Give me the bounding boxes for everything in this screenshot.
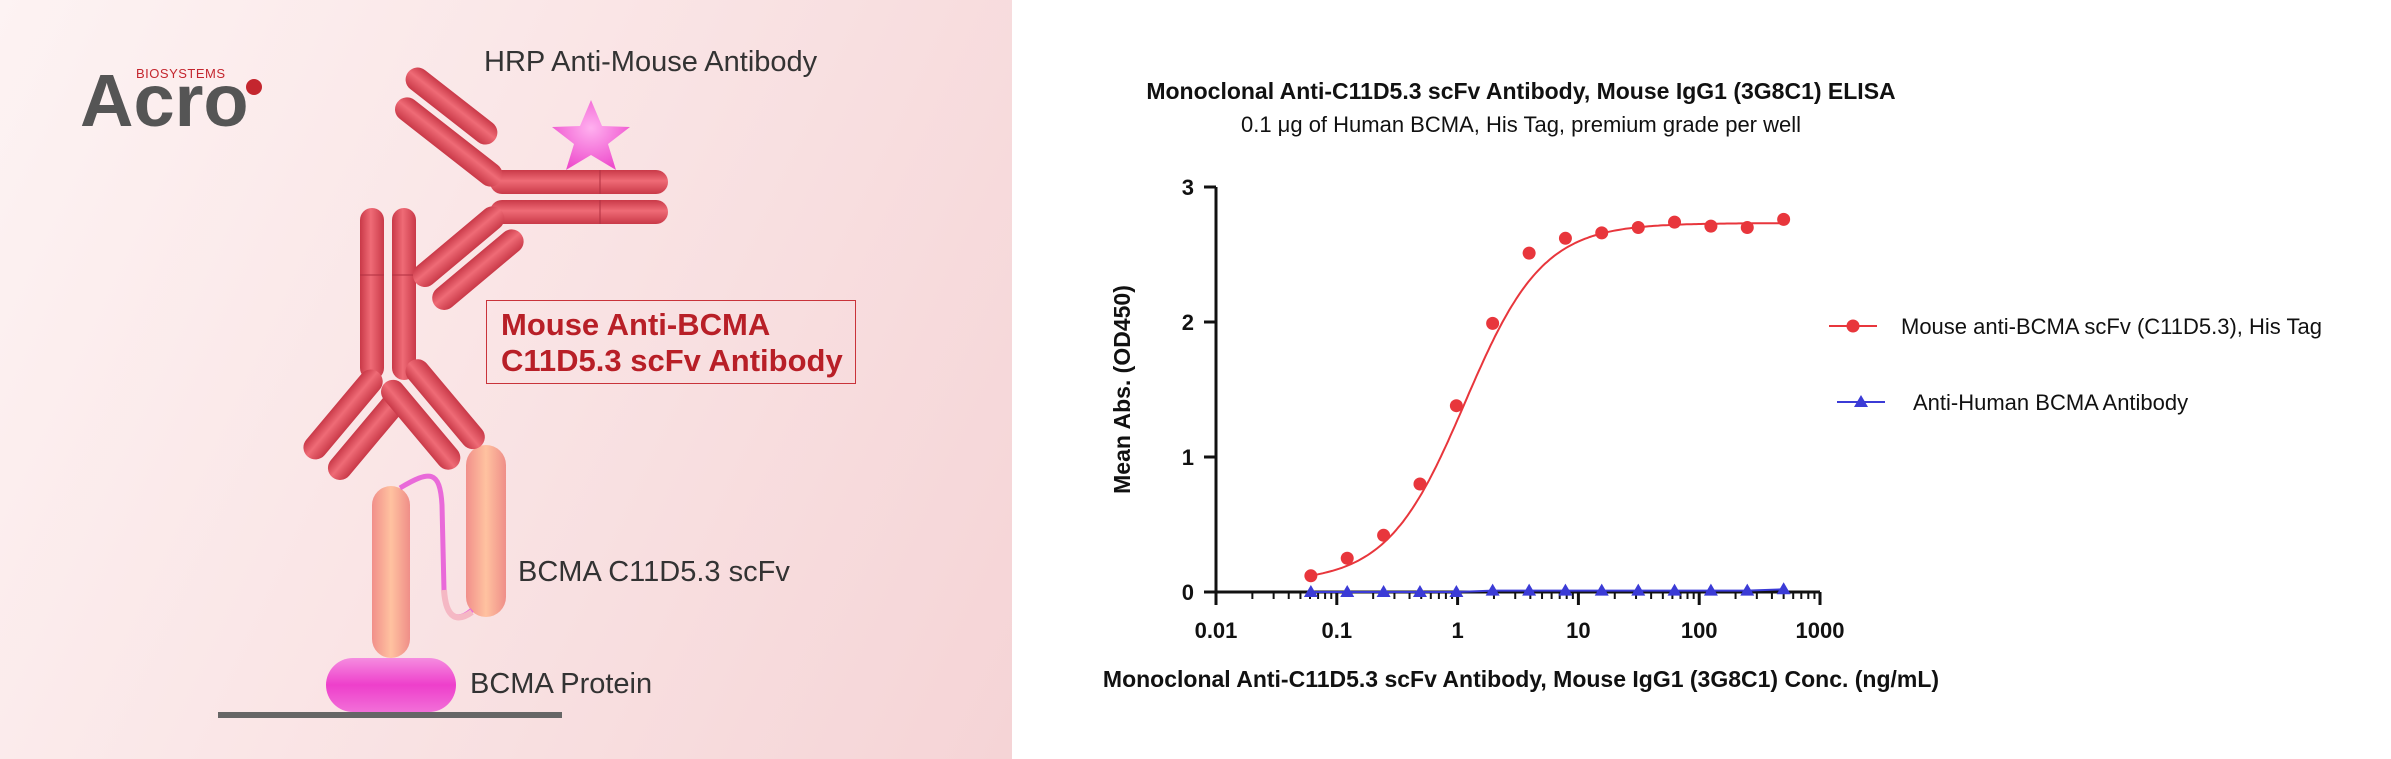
data-point (1668, 215, 1682, 229)
y-tick-label: 3 (1182, 175, 1194, 200)
secondary-antibody-label: HRP Anti-Mouse Antibody (484, 46, 818, 78)
primary-antibody-label-line2: C11D5.3 scFv Antibody (501, 343, 843, 378)
data-point (1704, 219, 1718, 233)
scfv-label: BCMA C11D5.3 scFv (518, 556, 790, 588)
data-point (1412, 585, 1427, 597)
hrp-star-icon (552, 100, 630, 170)
y-axis-label: Mean Abs. (OD450) (1109, 285, 1135, 494)
x-tick-label: 10 (1566, 618, 1590, 643)
data-point (1376, 585, 1391, 597)
primary-antibody-shape (303, 208, 485, 480)
data-point (1631, 221, 1645, 234)
plate-surface (218, 712, 562, 718)
protein-label: BCMA Protein (470, 668, 653, 700)
data-point (1449, 399, 1463, 413)
data-point (1485, 583, 1500, 596)
data-point (1740, 583, 1755, 596)
logo-text: Acro (80, 59, 249, 142)
data-point (1340, 551, 1354, 565)
legend-label: Mouse anti-BCMA scFv (C11D5.3), His Tag (1901, 314, 2322, 339)
logo-tagline: BIOSYSTEMS (136, 66, 226, 81)
data-point (1449, 585, 1464, 597)
y-tick-label: 0 (1182, 580, 1194, 605)
data-point (1595, 226, 1609, 240)
legend-marker (1846, 319, 1860, 333)
secondary-antibody-shape (395, 67, 668, 310)
chart-subtitle: 0.1 μg of Human BCMA, His Tag, premium g… (1241, 112, 1801, 137)
diagram-panel: Acro BIOSYSTEMS (0, 0, 1012, 759)
x-tick-label: 0.01 (1195, 618, 1238, 643)
data-point (1304, 569, 1318, 583)
data-point (1486, 316, 1500, 330)
y-tick-label: 1 (1182, 445, 1194, 470)
x-tick-label: 0.1 (1322, 618, 1353, 643)
data-point (1522, 583, 1537, 596)
data-point (1558, 583, 1573, 596)
primary-antibody-box: Mouse Anti-BCMA C11D5.3 scFv Antibody (486, 300, 856, 384)
x-tick-label: 1000 (1796, 618, 1845, 643)
bcma-protein-shape (326, 658, 456, 712)
x-tick-label: 1 (1451, 618, 1463, 643)
series-fit-line (1310, 222, 1784, 577)
x-tick-label: 100 (1681, 618, 1718, 643)
y-tick-label: 2 (1182, 310, 1194, 335)
legend-label: Anti-Human BCMA Antibody (1913, 390, 2188, 415)
data-point (1303, 585, 1318, 597)
data-point (1413, 477, 1427, 491)
data-point (1558, 231, 1572, 245)
chart-title: Monoclonal Anti-C11D5.3 scFv Antibody, M… (1146, 78, 1895, 104)
data-point (1594, 583, 1609, 596)
data-point (1667, 583, 1682, 596)
scfv-shape (372, 445, 506, 658)
acro-logo: Acro BIOSYSTEMS (80, 59, 262, 142)
data-point (1777, 212, 1791, 226)
data-point (1377, 528, 1391, 542)
series-fit-line (1310, 588, 1784, 593)
legend-marker (1854, 395, 1868, 407)
data-point (1776, 582, 1791, 595)
elisa-diagram: Acro BIOSYSTEMS (80, 59, 668, 718)
chart-panel: Monoclonal Anti-C11D5.3 scFv Antibody, M… (1012, 0, 2391, 759)
data-point (1703, 583, 1718, 596)
data-point (1340, 585, 1355, 597)
data-point (1631, 583, 1646, 596)
primary-antibody-label-line1: Mouse Anti-BCMA (501, 307, 771, 342)
data-point (1740, 221, 1754, 234)
x-axis-label: Monoclonal Anti-C11D5.3 scFv Antibody, M… (1103, 666, 1939, 692)
elisa-chart: Monoclonal Anti-C11D5.3 scFv Antibody, M… (1103, 78, 2322, 692)
data-point (1522, 246, 1536, 260)
